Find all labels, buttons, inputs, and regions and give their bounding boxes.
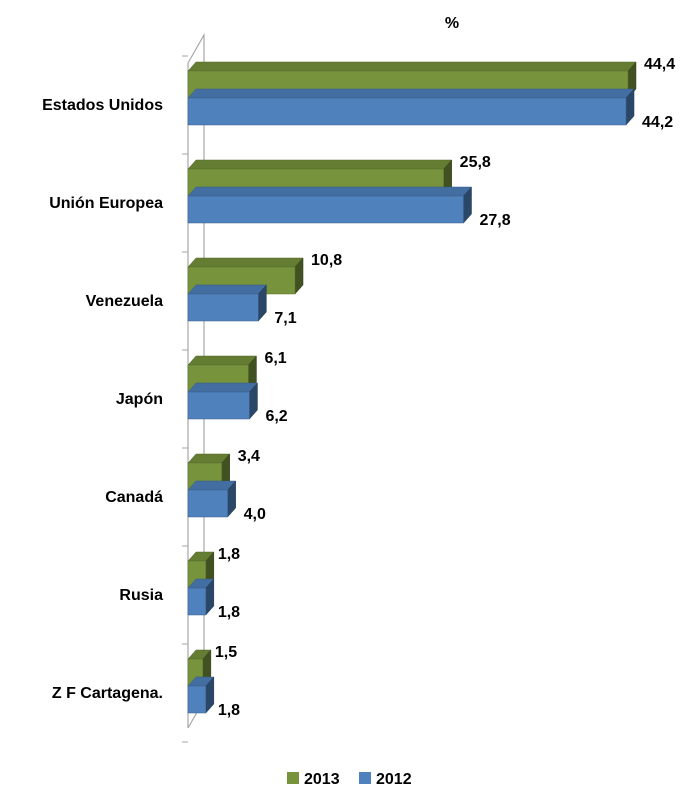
category-label: Unión Europea: [49, 195, 163, 212]
bar-2012: [187, 88, 635, 126]
bar-front-face: [187, 97, 627, 126]
bar-top-face: [187, 88, 635, 99]
data-label: 1,5: [215, 644, 237, 661]
bar-top-face: [187, 257, 304, 268]
data-label: 4,0: [244, 506, 266, 523]
bar-top-face: [187, 355, 258, 366]
bar-front-face: [187, 587, 207, 616]
data-label: 1,8: [218, 702, 240, 719]
data-label: 44,2: [642, 114, 673, 131]
data-label: 27,8: [479, 212, 510, 229]
data-label: 6,2: [265, 408, 287, 425]
legend: 2013 2012: [287, 771, 412, 788]
bar-top-face: [187, 61, 637, 72]
data-label: 44,4: [644, 56, 675, 73]
category-label: Venezuela: [86, 293, 163, 310]
data-label: 10,8: [311, 252, 342, 269]
bar-2012: [187, 480, 237, 518]
data-label: 25,8: [460, 154, 491, 171]
bar-front-face: [187, 195, 464, 224]
category-label: Japón: [116, 391, 163, 408]
legend-label: 2013: [304, 771, 340, 788]
data-label: 3,4: [238, 448, 260, 465]
bar-top-face: [187, 480, 237, 491]
bar-front-face: [187, 685, 207, 714]
bar-top-face: [187, 159, 453, 170]
bar-2012: [187, 676, 215, 714]
data-label: 6,1: [264, 350, 286, 367]
bar-2012: [187, 284, 267, 322]
legend-swatch: [287, 772, 299, 784]
bar-top-face: [187, 284, 267, 295]
data-label: 7,1: [274, 310, 296, 327]
legend-label: 2012: [376, 771, 412, 788]
bars-layer: [187, 61, 637, 714]
category-label: Canadá: [105, 489, 163, 506]
category-label: Rusia: [119, 587, 163, 604]
category-label: Z F Cartagena.: [52, 685, 163, 702]
labels-layer: Estados Unidos 44,4 44,2 Unión Europea 25,8 2…: [42, 56, 675, 719]
bar-2012: [187, 186, 473, 224]
bar-top-face: [187, 186, 473, 197]
data-label: 1,8: [218, 546, 240, 563]
bar-2012: [187, 578, 215, 616]
bar-front-face: [187, 293, 259, 322]
bar-front-face: [187, 391, 250, 420]
bar-front-face: [187, 489, 228, 518]
bar-2012: [187, 382, 258, 420]
unit-label: %: [445, 15, 459, 32]
data-label: 1,8: [218, 604, 240, 621]
category-label: Estados Unidos: [42, 97, 163, 114]
legend-swatch: [359, 772, 371, 784]
bar-top-face: [187, 382, 258, 393]
